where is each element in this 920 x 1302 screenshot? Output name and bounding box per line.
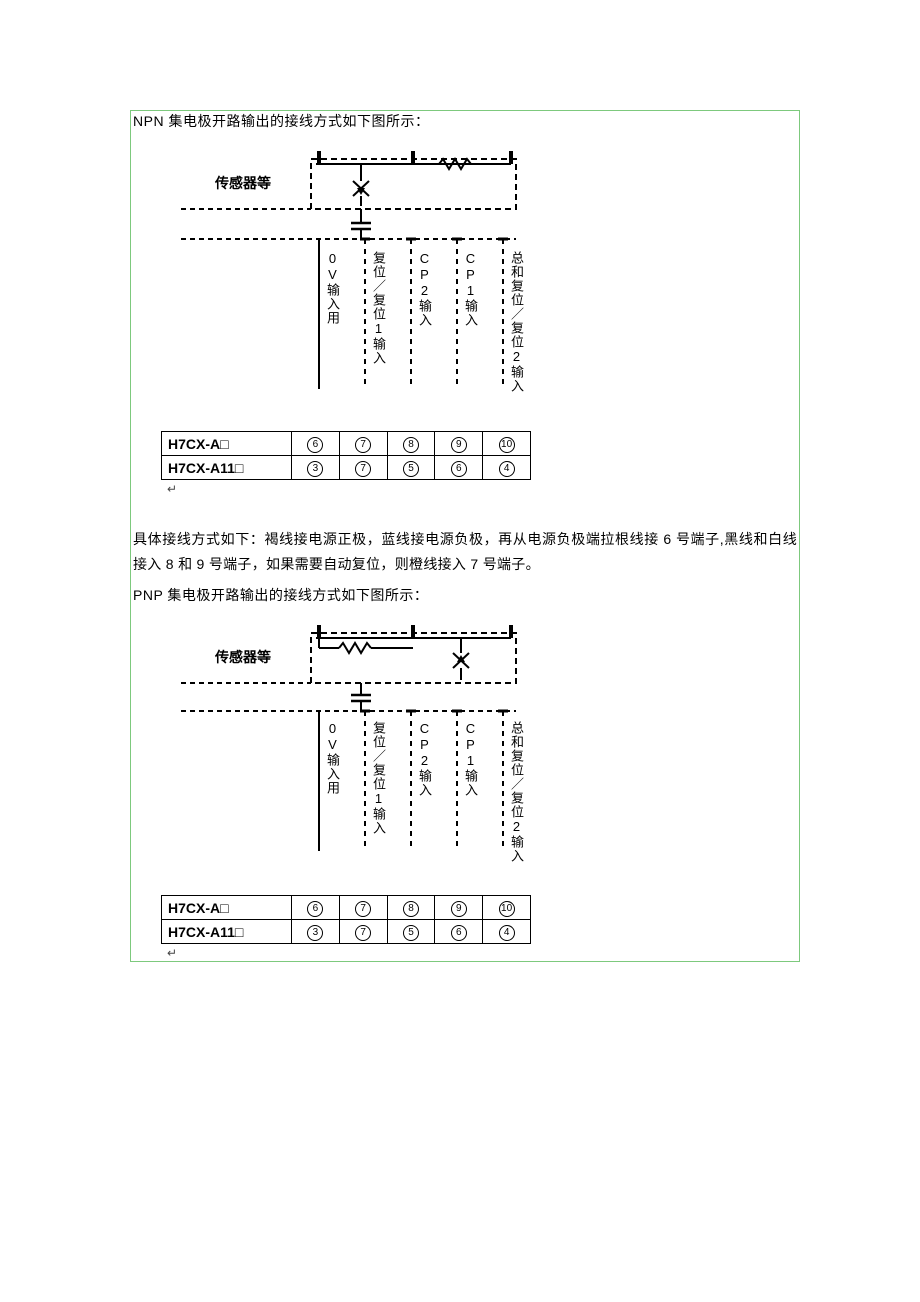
pin-num: 4: [499, 461, 515, 477]
pin-num: 6: [307, 901, 323, 917]
pin-num: 6: [307, 437, 323, 453]
wiring-description: 具体接线方式如下：褐线接电源正极，蓝线接电源负极，再从电源负极端拉根线接 6 号…: [133, 527, 797, 577]
pin-num: 5: [403, 461, 419, 477]
col-label-reset1: 复位／复位1输入: [369, 251, 388, 365]
sensor-label: 传感器等: [214, 649, 271, 665]
pin-num: 6: [451, 925, 467, 941]
pin-num: 4: [499, 925, 515, 941]
pin-num: 6: [451, 461, 467, 477]
pin-num: 5: [403, 925, 419, 941]
pin-num: 7: [355, 437, 371, 453]
col-label-0v: 0V输入用: [323, 721, 342, 795]
pnp-circuit-svg: 传感器等: [161, 615, 551, 895]
col-label-cp1: CP1输入: [461, 721, 480, 797]
model-name: H7CX-A□: [162, 432, 292, 456]
plus-mark: ↵: [167, 482, 177, 496]
col-label-reset1: 复位／复位1输入: [369, 721, 388, 835]
pin-num: 9: [451, 437, 467, 453]
table-row: H7CX-A11□ 3 7 5 6 4: [162, 456, 531, 480]
col-label-total-reset: 总和复位／复位2输入: [507, 721, 526, 863]
plus-mark: ↵: [167, 946, 177, 960]
pnp-terminal-table: H7CX-A□ 6 7 8 9 10 H7CX-A11□ 3 7 5 6 4: [161, 895, 531, 944]
npn-circuit-svg: 传感器等: [161, 141, 551, 431]
col-label-cp2: CP2输入: [415, 721, 434, 797]
table-row: H7CX-A11□ 3 7 5 6 4: [162, 920, 531, 944]
intro-text-npn: NPN 集电极开路输出的接线方式如下图所示：: [133, 111, 799, 131]
content-container: NPN 集电极开路输出的接线方式如下图所示： 传感器等: [130, 110, 800, 962]
pin-num: 8: [403, 901, 419, 917]
pin-num: 3: [307, 925, 323, 941]
npn-diagram: 传感器等: [161, 141, 561, 497]
model-name: H7CX-A11□: [162, 456, 292, 480]
pin-num: 10: [499, 437, 515, 453]
table-row: H7CX-A□ 6 7 8 9 10: [162, 896, 531, 920]
col-label-total-reset: 总和复位／复位2输入: [507, 251, 526, 393]
pin-num: 9: [451, 901, 467, 917]
pin-num: 10: [499, 901, 515, 917]
pin-num: 8: [403, 437, 419, 453]
intro-text-pnp: PNP 集电极开路输出的接线方式如下图所示：: [133, 585, 799, 605]
pin-num: 7: [355, 461, 371, 477]
pin-num: 3: [307, 461, 323, 477]
npn-terminal-table: H7CX-A□ 6 7 8 9 10 H7CX-A11□ 3 7 5 6 4: [161, 431, 531, 480]
pin-num: 7: [355, 901, 371, 917]
col-label-0v: 0V输入用: [323, 251, 342, 325]
model-name: H7CX-A□: [162, 896, 292, 920]
col-label-cp2: CP2输入: [415, 251, 434, 327]
model-name: H7CX-A11□: [162, 920, 292, 944]
pnp-diagram: 传感器等: [161, 615, 561, 961]
pin-num: 7: [355, 925, 371, 941]
sensor-label: 传感器等: [214, 175, 271, 191]
table-row: H7CX-A□ 6 7 8 9 10: [162, 432, 531, 456]
col-label-cp1: CP1输入: [461, 251, 480, 327]
